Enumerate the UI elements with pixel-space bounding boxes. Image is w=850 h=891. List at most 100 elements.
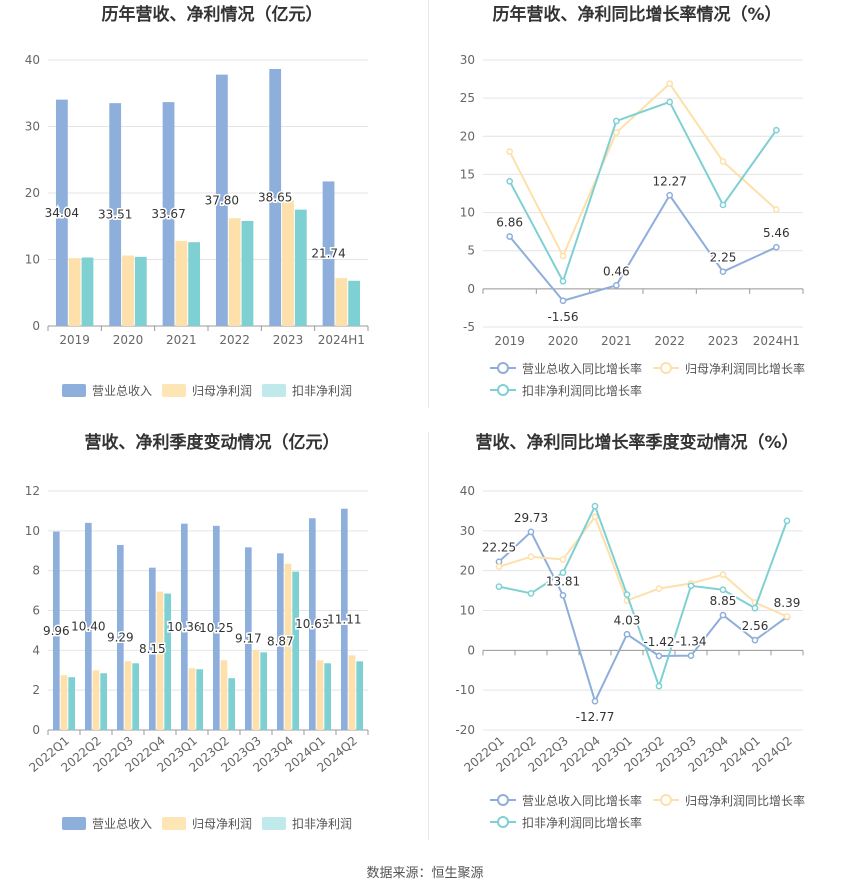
bar bbox=[68, 677, 76, 730]
data-point bbox=[772, 126, 780, 134]
bar bbox=[124, 661, 132, 730]
bar bbox=[340, 508, 348, 730]
data-point bbox=[666, 191, 674, 199]
bar bbox=[81, 257, 94, 326]
bar bbox=[92, 670, 100, 730]
legend-item: 扣非净利润同比增长率 bbox=[490, 383, 642, 398]
legend-item: 归母净利润 bbox=[162, 384, 252, 398]
x-tick-label: 2021 bbox=[601, 334, 632, 348]
data-label: -12.77 bbox=[576, 710, 615, 724]
data-label: 21.74 bbox=[311, 247, 345, 261]
data-label: 4.03 bbox=[614, 613, 641, 627]
bar bbox=[348, 655, 356, 730]
bar bbox=[260, 652, 268, 730]
data-label: -1.56 bbox=[547, 310, 578, 324]
x-tick-label: 2019 bbox=[59, 333, 90, 347]
data-label: 33.67 bbox=[151, 207, 185, 221]
data-source: 数据来源：恒生聚源 bbox=[366, 866, 484, 881]
bar bbox=[162, 102, 175, 326]
y-tick-label: 6 bbox=[32, 604, 40, 618]
data-label: 12.27 bbox=[652, 174, 686, 188]
legend-label: 扣非净利润 bbox=[292, 384, 352, 398]
y-tick-label: 40 bbox=[460, 484, 475, 498]
y-tick-label: 10 bbox=[460, 206, 475, 220]
legend-label: 归母净利润同比增长率 bbox=[685, 793, 805, 808]
legend-swatch bbox=[262, 817, 286, 830]
data-label: 8.39 bbox=[774, 596, 801, 610]
x-tick-label: 2020 bbox=[548, 334, 579, 348]
bar bbox=[156, 591, 164, 730]
legend-item: 扣非净利润 bbox=[262, 384, 352, 398]
y-tick-label: 0 bbox=[32, 319, 40, 333]
legend-marker bbox=[497, 362, 509, 374]
y-tick-label: -5 bbox=[463, 320, 475, 334]
series-line bbox=[498, 530, 788, 704]
y-tick-label: 8 bbox=[32, 564, 40, 578]
bar bbox=[322, 181, 335, 326]
data-point bbox=[559, 556, 567, 563]
legend-marker bbox=[497, 384, 509, 396]
bar bbox=[324, 663, 332, 730]
y-tick-label: 0 bbox=[467, 282, 475, 296]
data-label: 5.46 bbox=[763, 226, 790, 240]
data-point bbox=[666, 80, 674, 87]
annual-growth-rate-chart: 历年营收、净利同比增长率情况（%） -5 0 5 10 15 20 25 30 2019 2020 2… bbox=[460, 4, 805, 398]
legend-swatch bbox=[62, 384, 86, 397]
legend-swatch bbox=[162, 384, 186, 397]
data-point bbox=[719, 201, 727, 209]
quarterly-revenue-profit-chart: 营收、净利季度变动情况（亿元）0246810122022Q12022Q22022… bbox=[25, 432, 369, 831]
legend-item: 扣非净利润 bbox=[262, 817, 352, 831]
y-tick-label: -20 bbox=[455, 723, 475, 737]
bar bbox=[188, 668, 196, 730]
bar bbox=[52, 531, 60, 730]
data-point bbox=[612, 281, 620, 289]
vertical-divider-top bbox=[428, 0, 429, 408]
data-point bbox=[783, 517, 791, 525]
data-label: 33.51 bbox=[98, 208, 132, 222]
series-line bbox=[508, 193, 777, 302]
data-label: 13.81 bbox=[546, 574, 580, 588]
y-tick-label: 30 bbox=[25, 120, 40, 134]
data-label: 37.80 bbox=[205, 193, 239, 207]
data-point bbox=[719, 586, 727, 594]
legend-label: 营业总收入 bbox=[92, 384, 152, 398]
data-point bbox=[772, 243, 780, 251]
data-point bbox=[751, 604, 759, 612]
data-point bbox=[612, 129, 620, 136]
y-tick-label: 10 bbox=[460, 604, 475, 618]
data-point bbox=[772, 206, 780, 213]
legend-swatch bbox=[62, 817, 86, 830]
data-point bbox=[559, 569, 567, 577]
bar bbox=[180, 523, 188, 730]
series-line bbox=[508, 100, 778, 284]
data-point bbox=[687, 652, 695, 660]
bar bbox=[220, 660, 228, 730]
legend-label: 扣非净利润同比增长率 bbox=[522, 815, 642, 830]
bar bbox=[228, 218, 241, 326]
data-point bbox=[559, 591, 567, 599]
data-label: 9.29 bbox=[107, 630, 134, 644]
data-point bbox=[527, 553, 535, 561]
legend-marker bbox=[497, 816, 509, 828]
data-label: 34.04 bbox=[45, 206, 79, 220]
data-label: 38.65 bbox=[258, 190, 292, 204]
bar bbox=[335, 278, 348, 326]
data-point bbox=[666, 98, 674, 106]
data-point bbox=[591, 502, 599, 510]
y-tick-label: 5 bbox=[467, 244, 475, 258]
y-tick-label: 30 bbox=[460, 53, 475, 67]
bar bbox=[148, 567, 156, 730]
data-point bbox=[783, 613, 791, 620]
data-label: 10.25 bbox=[199, 621, 233, 635]
series-line bbox=[498, 514, 788, 618]
data-point bbox=[591, 513, 599, 521]
data-point bbox=[719, 571, 727, 578]
data-label: 10.36 bbox=[167, 620, 201, 634]
bar bbox=[188, 242, 201, 326]
annual-revenue-profit-chart: 历年营收、净利情况（亿元） 0 10 20 30 40 2019 2020 2021 2022 20… bbox=[25, 4, 369, 398]
data-label: 2.25 bbox=[710, 251, 737, 265]
data-label: 0.46 bbox=[603, 264, 630, 278]
legend-marker bbox=[660, 362, 672, 374]
data-label: 6.86 bbox=[496, 216, 523, 230]
data-label: 9.96 bbox=[43, 624, 70, 638]
